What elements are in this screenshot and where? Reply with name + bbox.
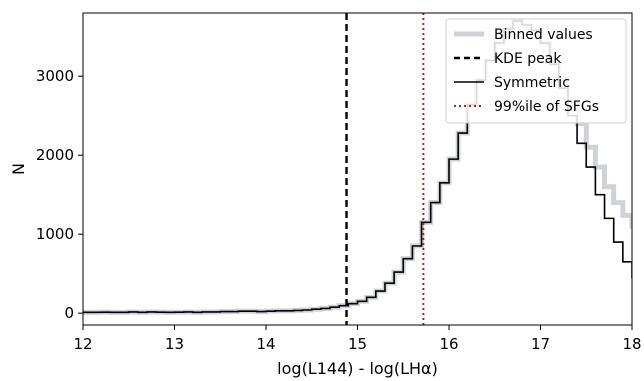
x-tick-label-1: 13: [165, 335, 184, 353]
axes: 12 13 14 15 16 17 18 0 1000 2000 3000 log(L144) - l…: [9, 12, 642, 378]
x-tick-label-6: 18: [622, 335, 641, 353]
y-axis-label: N: [9, 163, 28, 175]
y-tick-label-2: 2000: [36, 146, 74, 164]
x-axis-label: log(L144) - log(LHα): [277, 359, 438, 378]
legend-box: [445, 18, 627, 124]
x-tick-label-0: 12: [73, 335, 92, 353]
legend-label-1: KDE peak: [494, 51, 562, 67]
x-tick-label-2: 14: [256, 335, 275, 353]
y-tick-label-1: 1000: [36, 225, 74, 243]
legend-label-3: 99%ile of SFGs: [494, 99, 599, 115]
legend: Binned values KDE peak Symmetric 99%ile of …: [445, 18, 627, 124]
x-tick-label-4: 16: [439, 335, 458, 353]
legend-label-2: Symmetric: [494, 75, 570, 91]
y-tick-label-3: 3000: [36, 67, 74, 85]
x-tick-label-5: 17: [531, 335, 550, 353]
legend-label-0: Binned values: [494, 27, 593, 43]
x-tick-label-3: 15: [348, 335, 367, 353]
y-tick-label-0: 0: [64, 304, 74, 322]
